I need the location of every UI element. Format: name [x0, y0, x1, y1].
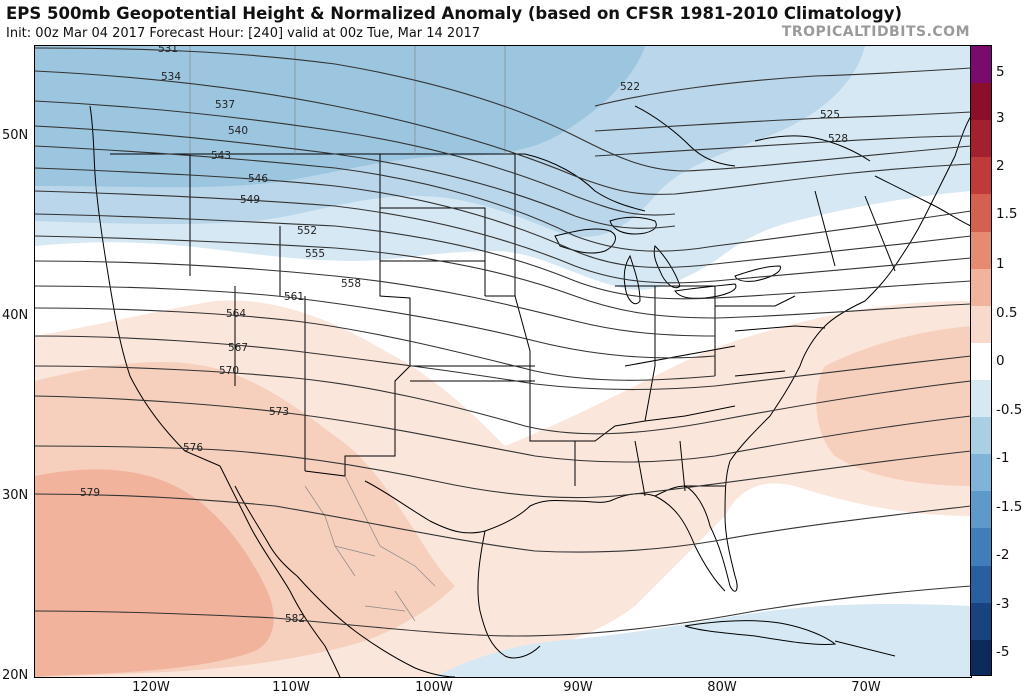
contour-label: 567 [228, 342, 248, 354]
contour-line-570 [35, 365, 971, 435]
colorbar-segment [971, 305, 991, 343]
contour-label: 531 [158, 46, 178, 55]
negative-anomaly-south [435, 604, 971, 677]
lon-tick-label: 90W [563, 680, 593, 695]
height-contours: 522 525 528 531 534 537 540 543 546 549 552 555 558 5… [35, 46, 971, 637]
contour-label: 555 [305, 248, 325, 260]
colorbar-segment [971, 602, 991, 640]
contour-line-582 [35, 585, 971, 637]
colorbar-segment [971, 157, 991, 195]
colorbar-tick-label: -1 [996, 450, 1010, 466]
lon-tick-label: 80W [707, 680, 737, 695]
colorbar-segment [971, 491, 991, 529]
lat-tick-label: 50N [2, 128, 29, 143]
colorbar-segment [971, 417, 991, 455]
colorbar-segment [971, 565, 991, 603]
contour-line-531 [35, 47, 971, 172]
negative-anomaly-strong [35, 46, 645, 188]
colorbar-tick-label: -1.5 [996, 499, 1023, 515]
contour-label: 573 [269, 406, 289, 418]
colorbar-tick-label: 0 [996, 353, 1005, 369]
contour-label: 552 [297, 225, 317, 237]
canada-province-borders [189, 46, 506, 154]
contour-label: 537 [215, 99, 235, 111]
lat-tick-label: 20N [2, 668, 29, 683]
contour-label: 570 [219, 365, 239, 377]
contour-line-555 [35, 235, 971, 319]
contour-line-564 [35, 307, 716, 381]
lon-tick-label: 70W [851, 680, 881, 695]
contour-label: 534 [161, 71, 181, 83]
contour-line-540 [35, 125, 676, 229]
lon-tick-label: 120W [132, 680, 170, 695]
contour-label: 525 [820, 109, 840, 121]
credit-watermark[interactable]: TROPICALTIDBITS.COM [781, 24, 970, 40]
map-panel: 522 525 528 531 534 537 540 543 546 549 552 555 558 5… [34, 45, 972, 678]
colorbar-segment [971, 83, 991, 121]
contour-label: 540 [228, 125, 248, 137]
contour-line-573 [35, 395, 971, 463]
colorbar-segment [971, 639, 991, 675]
colorbar-segment [971, 231, 991, 269]
colorbar-segment [971, 342, 991, 380]
contour-line-576 [35, 445, 971, 499]
contour-label: 528 [828, 133, 848, 145]
contour-label: 564 [226, 308, 246, 320]
contour-label: 546 [248, 173, 268, 185]
contour-label: 582 [285, 613, 305, 625]
lat-tick-label: 40N [2, 308, 29, 323]
colorbar-tick-label: 1.5 [996, 206, 1018, 222]
contour-line-534 [35, 70, 971, 195]
colorbar-tick-label: 3 [996, 110, 1005, 126]
colorbar-tick-label: -0.5 [996, 402, 1023, 418]
contour-line-561 [35, 285, 716, 359]
lat-tick-label: 30N [2, 488, 29, 503]
colorbar-segment [971, 46, 991, 84]
lon-tick-label: 110W [272, 680, 310, 695]
colorbar-segment [971, 268, 991, 306]
contour-line-552 [35, 213, 971, 300]
contour-line-522 [594, 67, 971, 107]
contour-label: 558 [341, 278, 361, 290]
contour-line-525 [594, 111, 971, 132]
anomaly-shading [35, 46, 971, 677]
contour-line-549 [35, 190, 971, 284]
lon-tick-label: 100W [415, 680, 453, 695]
chart-title: EPS 500mb Geopotential Height & Normaliz… [6, 4, 902, 23]
contour-line-537 [35, 100, 676, 216]
colorbar-tick-label: 0.5 [996, 305, 1018, 321]
map-canvas: 522 525 528 531 534 537 540 543 546 549 552 555 558 5… [35, 46, 971, 677]
colorbar-segment [971, 120, 991, 158]
colorbar-tick-label: -2 [996, 547, 1010, 563]
contour-label: 549 [240, 194, 260, 206]
contour-line-546 [35, 167, 971, 269]
contour-line-543 [35, 145, 971, 252]
contour-label: 576 [183, 442, 203, 454]
mexico-state-borders [304, 475, 436, 622]
contour-line-567 [35, 335, 971, 391]
positive-anomaly-strong [35, 469, 274, 677]
colorbar-tick-label: 5 [996, 64, 1005, 80]
colorbar-segment [971, 379, 991, 418]
colorbar-segment [971, 528, 991, 566]
contour-label: 561 [284, 291, 304, 303]
contour-label: 543 [211, 150, 231, 162]
chart-subtitle: Init: 00z Mar 04 2017 Forecast Hour: [24… [6, 26, 481, 41]
colorbar-tick-label: -3 [996, 596, 1010, 612]
positive-anomaly-mid-atlantic [816, 326, 971, 486]
colorbar-tick-label: 1 [996, 256, 1005, 272]
colorbar-segment [971, 194, 991, 232]
colorbar-tick-label: -5 [996, 644, 1010, 660]
colorbar-segment [971, 454, 991, 492]
colorbar-tick-label: 2 [996, 158, 1005, 174]
contour-line-528 [594, 135, 971, 157]
contour-label: 522 [620, 81, 640, 93]
colorbar [970, 45, 992, 676]
contour-label: 579 [80, 487, 100, 499]
contour-line-579 [35, 493, 971, 553]
contour-line-558 [35, 260, 716, 337]
